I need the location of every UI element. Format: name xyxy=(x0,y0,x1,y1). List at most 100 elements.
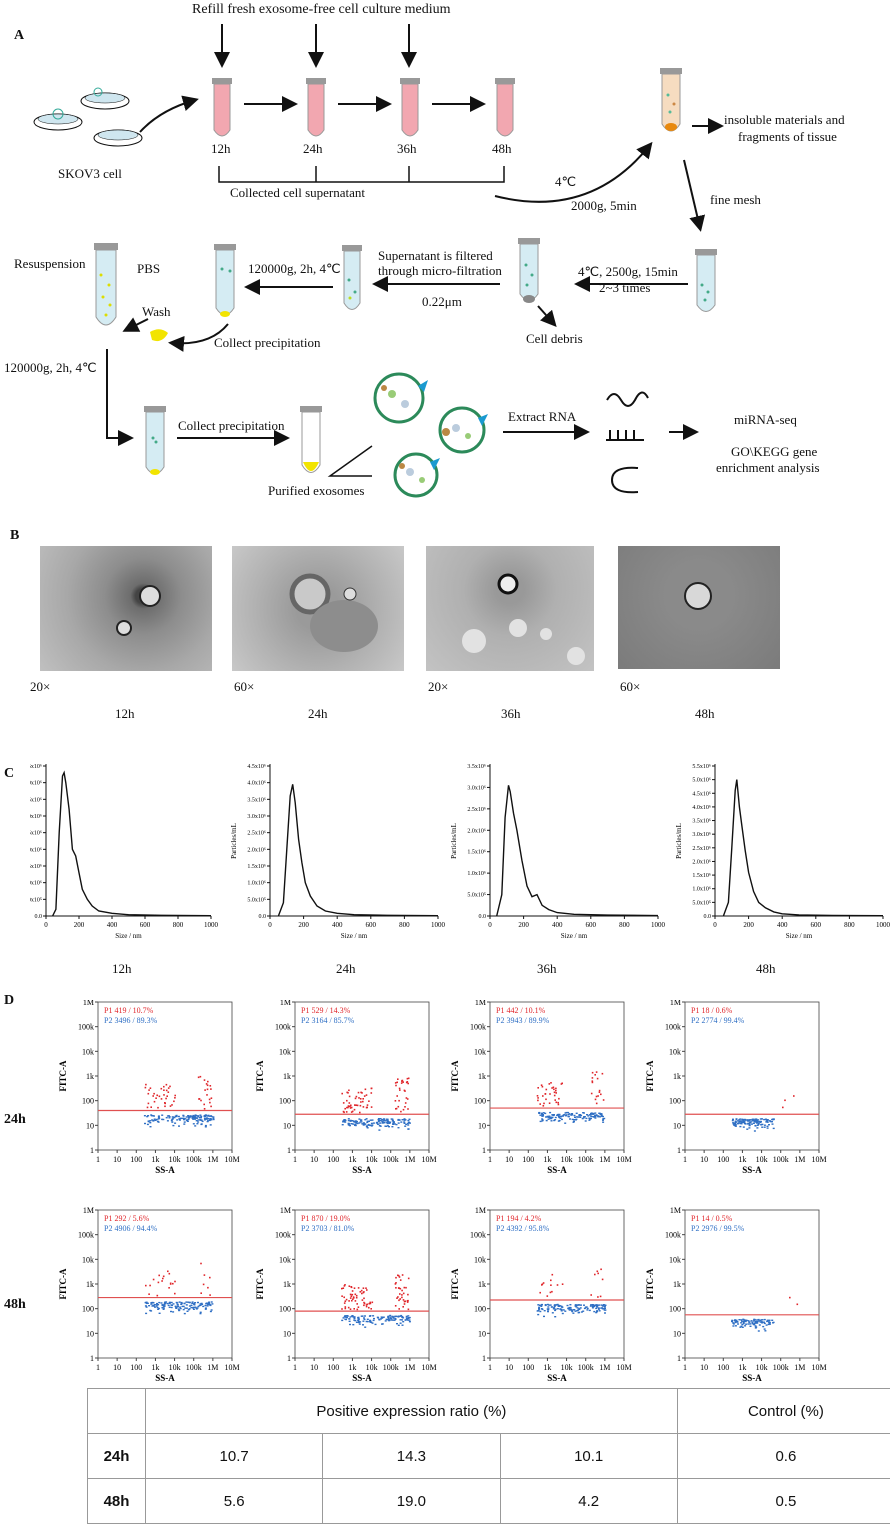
fine-mesh-label: fine mesh xyxy=(710,193,761,208)
negative-event xyxy=(185,1301,187,1302)
negative-event xyxy=(769,1320,771,1321)
y-tick-label: 10 xyxy=(86,1329,94,1338)
negative-event xyxy=(539,1115,541,1116)
positive-event xyxy=(557,1102,559,1104)
negative-event xyxy=(745,1324,747,1325)
positive-event xyxy=(591,1093,593,1095)
negative-event xyxy=(192,1301,194,1302)
positive-event xyxy=(541,1084,543,1086)
negative-event xyxy=(599,1310,601,1311)
negative-event xyxy=(193,1304,195,1305)
negative-event xyxy=(368,1125,370,1126)
nta-chart-48h: 0.05.0x10⁵1.0x10⁶1.5x10⁶2.0x10⁶2.5x10⁶3.… xyxy=(665,755,890,945)
negative-event xyxy=(349,1321,351,1322)
x-tick-label: 100k xyxy=(773,1363,789,1372)
negative-event xyxy=(168,1305,170,1306)
positive-event xyxy=(395,1305,397,1307)
y-tick-label: 4.0x10⁶ xyxy=(30,781,42,787)
negative-event xyxy=(731,1320,733,1321)
y-tick-label: 0.0 xyxy=(35,914,43,920)
x-tick-label: 200 xyxy=(298,921,309,929)
negative-event xyxy=(210,1118,212,1119)
positive-event xyxy=(169,1273,171,1275)
positive-event xyxy=(148,1293,150,1295)
negative-event xyxy=(199,1115,201,1116)
negative-event xyxy=(194,1116,196,1117)
negative-event xyxy=(369,1316,371,1317)
positive-event xyxy=(157,1295,159,1297)
y-tick-label: 100 xyxy=(669,1305,681,1314)
negative-event xyxy=(744,1123,746,1124)
x-tick-label: 400 xyxy=(332,921,343,929)
y-tick-label: 1.0x10⁶ xyxy=(30,881,42,887)
negative-event xyxy=(186,1308,188,1309)
culture-tube-icon xyxy=(212,78,515,136)
positive-event xyxy=(358,1092,360,1094)
y-tick-label: 10 xyxy=(478,1121,486,1130)
positive-event xyxy=(595,1099,597,1101)
positive-event xyxy=(345,1306,347,1308)
negative-event xyxy=(740,1319,742,1320)
negative-event xyxy=(735,1325,737,1326)
negative-event xyxy=(596,1311,598,1312)
positive-event xyxy=(345,1300,347,1302)
negative-event xyxy=(556,1115,558,1116)
negative-event xyxy=(400,1121,402,1122)
wash-label: Wash xyxy=(142,305,171,320)
negative-event xyxy=(744,1119,746,1120)
y-tick-label: 1 xyxy=(90,1354,94,1363)
purified-label: Purified exosomes xyxy=(268,484,364,499)
cond3-label: 120000g, 2h, 4℃ xyxy=(248,262,341,277)
negative-event xyxy=(758,1123,760,1124)
positive-event xyxy=(345,1308,347,1310)
x-tick-label: 100k xyxy=(186,1155,202,1164)
positive-event xyxy=(358,1097,360,1099)
negative-event xyxy=(352,1315,354,1316)
rna-icon xyxy=(606,392,648,492)
negative-event xyxy=(145,1302,147,1303)
x-tick-label: 100k xyxy=(578,1363,594,1372)
positive-event xyxy=(398,1287,400,1289)
x-axis-label: SS-A xyxy=(742,1373,762,1383)
negative-event xyxy=(567,1116,569,1117)
y-axis-label: FITC-A xyxy=(255,1268,265,1299)
negative-event xyxy=(758,1330,760,1331)
negative-event xyxy=(200,1313,202,1314)
negative-event xyxy=(163,1307,165,1308)
negative-event xyxy=(377,1124,379,1125)
negative-event xyxy=(198,1119,200,1120)
negative-event xyxy=(167,1120,169,1121)
x-axis-label: Size / nm xyxy=(561,932,588,940)
negative-event xyxy=(363,1317,365,1318)
microfiltered-tube-icon xyxy=(342,245,362,310)
negative-event xyxy=(192,1307,194,1308)
positive-event xyxy=(210,1085,212,1087)
y-tick-label: 3.0x10⁶ xyxy=(247,814,266,820)
positive-event xyxy=(537,1087,539,1089)
negative-event xyxy=(740,1121,742,1122)
negative-event xyxy=(567,1305,569,1306)
negative-event xyxy=(405,1119,407,1120)
positive-event xyxy=(163,1089,165,1091)
negative-event xyxy=(559,1305,561,1306)
negative-event xyxy=(211,1303,213,1304)
negative-event xyxy=(151,1115,153,1116)
negative-event xyxy=(758,1320,760,1321)
y-tick-label: 5.0x10⁵ xyxy=(467,893,486,899)
negative-event xyxy=(200,1305,202,1306)
negative-event xyxy=(405,1124,407,1125)
negative-event xyxy=(593,1311,595,1312)
x-tick-label: 1M xyxy=(207,1363,218,1372)
positive-event xyxy=(363,1305,365,1307)
x-tick-label: 1000 xyxy=(651,921,665,929)
negative-event xyxy=(191,1303,193,1304)
negative-event xyxy=(766,1324,768,1325)
x-tick-label: 10k xyxy=(169,1363,181,1372)
negative-event xyxy=(750,1119,752,1120)
negative-event xyxy=(767,1127,769,1128)
negative-event xyxy=(158,1302,160,1303)
collect-precip2-label: Collect precipitation xyxy=(178,419,285,434)
negative-event xyxy=(407,1128,409,1129)
negative-event xyxy=(602,1120,604,1121)
negative-event xyxy=(183,1306,185,1307)
